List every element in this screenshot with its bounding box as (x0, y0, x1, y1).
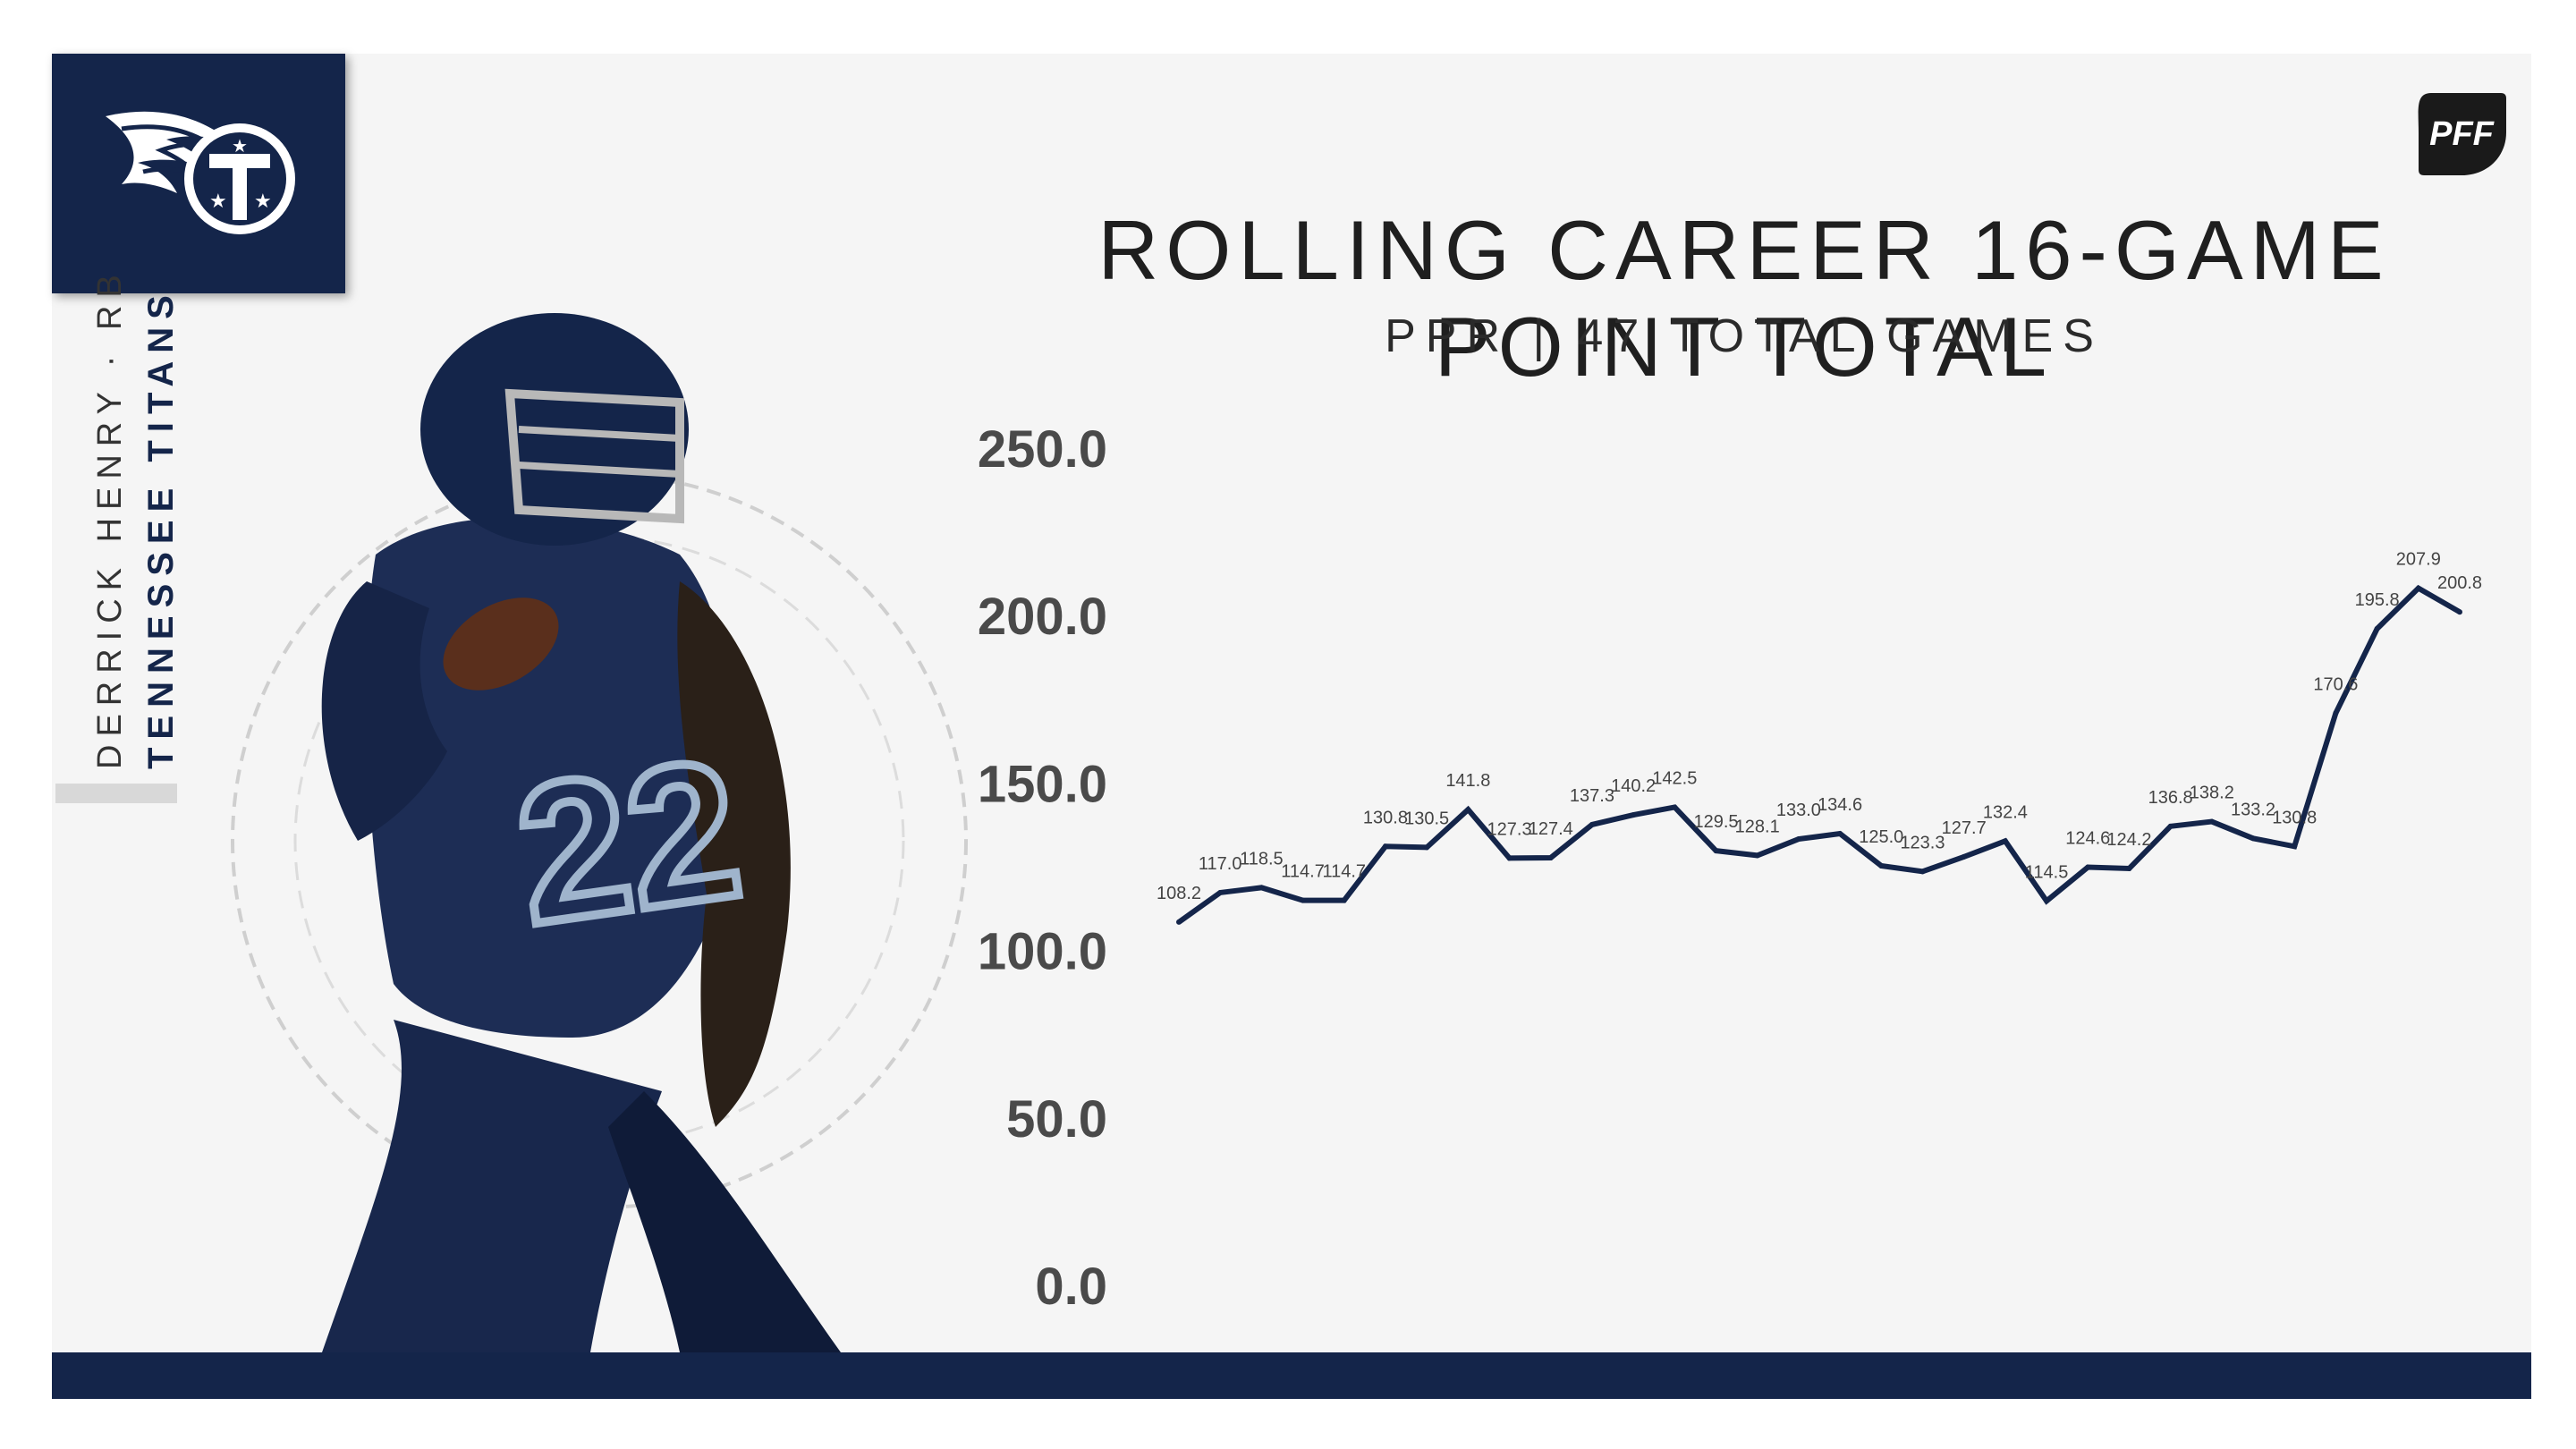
data-point (1382, 843, 1388, 850)
data-label: 118.5 (1240, 849, 1284, 869)
data-point (1795, 836, 1801, 843)
data-point (1506, 855, 1513, 861)
player-photo: 22 (231, 313, 968, 1352)
series-line (1177, 584, 2462, 925)
data-label: 127.7 (1942, 818, 1987, 838)
data-label: 108.2 (1157, 884, 1201, 903)
data-point (2044, 898, 2050, 904)
y-tick-label: 150.0 (978, 755, 1107, 813)
data-point (2208, 818, 2215, 825)
data-label: 138.2 (2190, 784, 2234, 803)
titans-logo-icon: ★ ★ ★ (106, 111, 295, 234)
data-point (2374, 625, 2380, 631)
data-point (1547, 855, 1554, 861)
data-point (2167, 823, 2174, 829)
data-label: 170.6 (2313, 674, 2358, 694)
data-label: 137.3 (1570, 786, 1614, 806)
data-point (1919, 869, 1926, 875)
data-point (2085, 864, 2091, 870)
svg-text:★: ★ (254, 191, 272, 213)
data-label: 140.2 (1611, 776, 1656, 796)
svg-text:★: ★ (209, 191, 227, 213)
data-point (2333, 710, 2339, 716)
data-point (1631, 812, 1637, 818)
y-tick-label: 100.0 (978, 923, 1107, 981)
data-point (2126, 865, 2132, 871)
data-label: 128.1 (1735, 817, 1780, 836)
y-tick-label: 200.0 (978, 588, 1107, 646)
data-label: 125.0 (1859, 827, 1903, 847)
y-tick-label: 50.0 (1006, 1090, 1107, 1148)
data-point (2250, 835, 2257, 842)
pff-logo-text: PFF (2429, 115, 2496, 153)
data-label: 136.8 (2148, 788, 2193, 808)
data-point (1300, 897, 1306, 903)
pff-logo-icon: PFF (2418, 93, 2506, 175)
data-label: 130.5 (1404, 809, 1449, 828)
data-label: 129.5 (1693, 812, 1738, 832)
chart-subtitle: PPR | 47 TOTAL GAMES (1385, 310, 2104, 362)
data-point (1713, 848, 1719, 854)
data-point (2292, 843, 2298, 850)
data-point (1837, 831, 1843, 837)
data-point (1424, 844, 1430, 851)
data-label: 132.4 (1983, 802, 2028, 822)
data-label: 195.8 (2355, 590, 2400, 610)
data-label: 114.5 (2025, 862, 2069, 882)
data-label: 127.4 (1529, 819, 1573, 839)
data-point (1465, 807, 1471, 813)
svg-text:★: ★ (232, 135, 248, 157)
data-label: 142.5 (1652, 768, 1697, 788)
data-point (1754, 852, 1760, 859)
y-axis: 250.0 200.0 150.0 100.0 50.0 0.0 (978, 420, 1107, 1316)
data-label: 124.2 (2106, 830, 2151, 850)
data-point (1217, 889, 1224, 895)
bottom-bar (52, 1352, 2531, 1399)
data-point (1672, 804, 1678, 810)
data-point (1589, 821, 1595, 827)
y-tick-label: 250.0 (978, 420, 1107, 479)
data-label: 130.8 (1363, 808, 1408, 827)
data-labels: 108.2117.0118.5114.7114.7130.8130.5141.8… (1157, 550, 2482, 903)
data-point (1176, 919, 1182, 925)
data-label: 123.3 (1900, 833, 1945, 852)
data-point (1341, 897, 1347, 903)
y-tick-label: 0.0 (1035, 1258, 1107, 1316)
data-point (1878, 863, 1885, 869)
data-point (1961, 853, 1967, 860)
data-points (1176, 585, 2462, 925)
data-point (2002, 838, 2008, 844)
data-label: 124.6 (2065, 828, 2110, 848)
data-label: 133.0 (1776, 801, 1821, 820)
data-point (2457, 609, 2462, 615)
data-point (1258, 885, 1265, 891)
data-label: 133.2 (2231, 800, 2275, 819)
data-label: 141.8 (1445, 771, 1490, 791)
svg-text:22: 22 (504, 717, 752, 966)
data-label: 127.3 (1487, 819, 1532, 839)
data-label: 200.8 (2437, 573, 2482, 593)
data-label: 114.7 (1322, 862, 1366, 882)
chart-title: ROLLING CAREER 16-GAME POINT TOTAL (1097, 203, 2391, 394)
data-point (2415, 585, 2421, 591)
data-label: 207.9 (2396, 550, 2441, 570)
data-label: 117.0 (1199, 854, 1242, 874)
data-label: 114.7 (1281, 862, 1325, 882)
data-label: 134.6 (1818, 795, 1862, 815)
data-label: 130.8 (2272, 808, 2317, 827)
team-logo-box: ★ ★ ★ (52, 54, 345, 293)
side-divider (55, 784, 177, 803)
